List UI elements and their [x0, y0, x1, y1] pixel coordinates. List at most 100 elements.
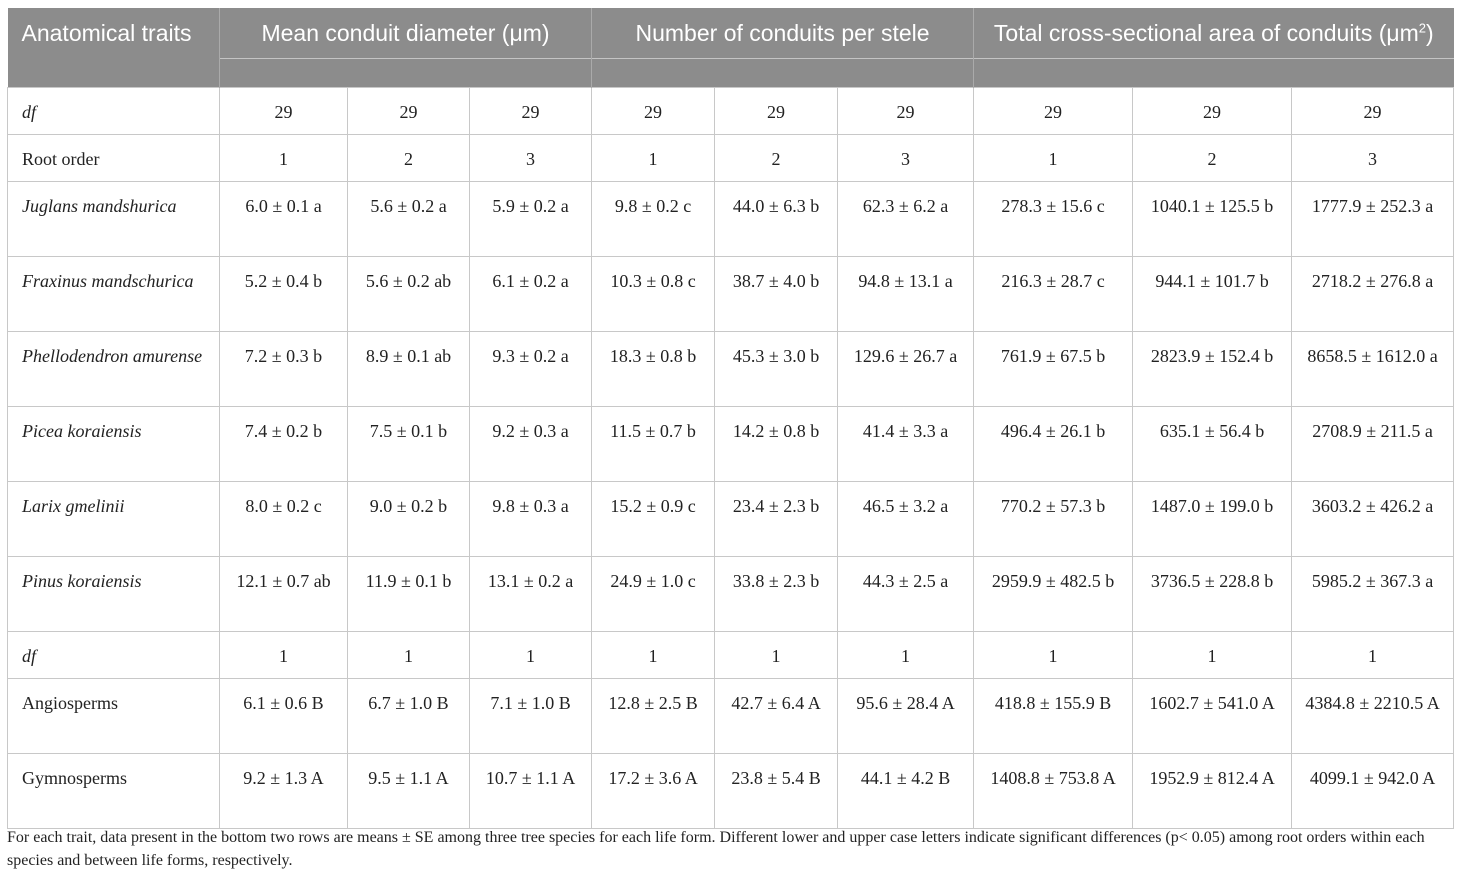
table-cell: 5985.2 ± 367.3 a	[1291, 556, 1455, 632]
table-cell: 7.1 ± 1.0 B	[468, 678, 593, 754]
table-cell: 29	[837, 87, 975, 135]
table-cell: 42.7 ± 6.4 A	[714, 678, 839, 754]
table-cell: 95.6 ± 28.4 A	[837, 678, 975, 754]
table-cell: 23.8 ± 5.4 B	[714, 753, 839, 829]
table-cell: 7.5 ± 0.1 b	[347, 406, 470, 482]
table-row: Phellodendron amurense 7.2 ± 0.3 b 8.9 ± 0…	[7, 331, 1455, 407]
table-cell: 8658.5 ± 1612.0 a	[1291, 331, 1455, 407]
table-cell: 18.3 ± 0.8 b	[591, 331, 716, 407]
table-cell: 3736.5 ± 228.8 b	[1132, 556, 1293, 632]
header-number-of-conduits: Number of conduits per stele	[591, 8, 974, 59]
table-cell: 29	[219, 87, 348, 135]
table-cell: 9.3 ± 0.2 a	[468, 331, 593, 407]
table-cell: 15.2 ± 0.9 c	[591, 481, 716, 557]
table-cell: 2708.9 ± 211.5 a	[1291, 406, 1455, 482]
table-row: Juglans mandshurica 6.0 ± 0.1 a 5.6 ± 0.2 …	[7, 181, 1455, 257]
table-cell: 6.1 ± 0.2 a	[468, 256, 593, 332]
table-cell: 761.9 ± 67.5 b	[973, 331, 1134, 407]
table-container: Anatomical traits Mean conduit diameter …	[7, 8, 1455, 829]
table-row: Picea koraiensis 7.4 ± 0.2 b 7.5 ± 0.1 b 9.…	[7, 406, 1455, 482]
row-label: Pinus koraiensis	[7, 556, 220, 632]
table-cell: 418.8 ± 155.9 B	[973, 678, 1134, 754]
table-cell: 1	[591, 631, 716, 679]
table-body: df 29 29 29 29 29 29 29 29 29 Root order 1 2 3 1 2 3 1 2 3 J…	[7, 87, 1455, 829]
table-cell: 38.7 ± 4.0 b	[714, 256, 839, 332]
table-cell: 11.5 ± 0.7 b	[591, 406, 716, 482]
header-subrow-group2	[591, 58, 974, 88]
header-total-cross-sectional-area: Total cross-sectional area of conduits (…	[973, 8, 1454, 59]
table-cell: 216.3 ± 28.7 c	[973, 256, 1134, 332]
table-cell: 8.0 ± 0.2 c	[219, 481, 348, 557]
header-subrow-group3	[973, 58, 1454, 88]
table-cell: 23.4 ± 2.3 b	[714, 481, 839, 557]
table-cell: 7.2 ± 0.3 b	[219, 331, 348, 407]
header-subrow-spacer	[7, 58, 220, 88]
table-cell: 9.8 ± 0.2 c	[591, 181, 716, 257]
table-cell: 9.2 ± 1.3 A	[219, 753, 348, 829]
table-cell: 6.1 ± 0.6 B	[219, 678, 348, 754]
table-row: Angiosperms 6.1 ± 0.6 B 6.7 ± 1.0 B 7.1 ± 1…	[7, 678, 1455, 754]
table-cell: 29	[1132, 87, 1293, 135]
table-cell: 3	[468, 134, 593, 182]
table-cell: 29	[714, 87, 839, 135]
table-cell: 4099.1 ± 942.0 A	[1291, 753, 1455, 829]
table-cell: 29	[973, 87, 1134, 135]
header-total-area-close: )	[1426, 19, 1434, 46]
anatomical-traits-table: Anatomical traits Mean conduit diameter …	[7, 8, 1455, 829]
table-cell: 5.6 ± 0.2 ab	[347, 256, 470, 332]
table-cell: 2	[1132, 134, 1293, 182]
header-mean-conduit-diameter: Mean conduit diameter (μm)	[218, 8, 592, 59]
table-cell: 44.1 ± 4.2 B	[837, 753, 975, 829]
table-cell: 33.8 ± 2.3 b	[714, 556, 839, 632]
table-cell: 45.3 ± 3.0 b	[714, 331, 839, 407]
table-cell: 10.7 ± 1.1 A	[468, 753, 593, 829]
header-anatomical-traits: Anatomical traits	[7, 8, 220, 59]
table-cell: 1952.9 ± 812.4 A	[1132, 753, 1293, 829]
table-cell: 770.2 ± 57.3 b	[973, 481, 1134, 557]
table-cell: 1	[714, 631, 839, 679]
table-cell: 1	[219, 631, 348, 679]
table-cell: 2	[714, 134, 839, 182]
table-cell: 3	[837, 134, 975, 182]
table-footnote: For each trait, data present in the bott…	[7, 829, 1425, 869]
table-row: Pinus koraiensis 12.1 ± 0.7 ab 11.9 ± 0.1 …	[7, 556, 1455, 632]
table-cell: 13.1 ± 0.2 a	[468, 556, 593, 632]
table-cell: 278.3 ± 15.6 c	[973, 181, 1134, 257]
table-cell: 1	[973, 631, 1134, 679]
table-cell: 62.3 ± 6.2 a	[837, 181, 975, 257]
table-cell: 44.0 ± 6.3 b	[714, 181, 839, 257]
table-cell: 9.8 ± 0.3 a	[468, 481, 593, 557]
table-cell: 12.8 ± 2.5 B	[591, 678, 716, 754]
table-cell: 24.9 ± 1.0 c	[591, 556, 716, 632]
table-cell: 1487.0 ± 199.0 b	[1132, 481, 1293, 557]
table-cell: 1602.7 ± 541.0 A	[1132, 678, 1293, 754]
table-cell: 14.2 ± 0.8 b	[714, 406, 839, 482]
table-cell: 1777.9 ± 252.3 a	[1291, 181, 1455, 257]
row-label: Gymnosperms	[7, 753, 220, 829]
table-cell: 41.4 ± 3.3 a	[837, 406, 975, 482]
table-cell: 2718.2 ± 276.8 a	[1291, 256, 1455, 332]
table-cell: 635.1 ± 56.4 b	[1132, 406, 1293, 482]
table-cell: 12.1 ± 0.7 ab	[219, 556, 348, 632]
table-cell: 1	[1132, 631, 1293, 679]
table-cell: 496.4 ± 26.1 b	[973, 406, 1134, 482]
table-cell: 3603.2 ± 426.2 a	[1291, 481, 1455, 557]
table-cell: 6.7 ± 1.0 B	[347, 678, 470, 754]
table-cell: 944.1 ± 101.7 b	[1132, 256, 1293, 332]
row-label: Root order	[7, 134, 220, 182]
row-label: df	[7, 87, 220, 135]
table-row: Root order 1 2 3 1 2 3 1 2 3	[7, 134, 1455, 182]
table-row: Gymnosperms 9.2 ± 1.3 A 9.5 ± 1.1 A 10.7 ± …	[7, 753, 1455, 829]
table-cell: 7.4 ± 0.2 b	[219, 406, 348, 482]
header-total-area-superscript: 2	[1418, 19, 1427, 35]
row-label: Picea koraiensis	[7, 406, 220, 482]
row-label: Angiosperms	[7, 678, 220, 754]
header-total-area-text: Total cross-sectional area of conduits (…	[993, 19, 1419, 46]
table-cell: 44.3 ± 2.5 a	[837, 556, 975, 632]
table-cell: 1	[1291, 631, 1455, 679]
table-cell: 1	[591, 134, 716, 182]
table-cell: 1	[347, 631, 470, 679]
table-cell: 29	[468, 87, 593, 135]
header-row: Anatomical traits Mean conduit diameter …	[7, 8, 1454, 59]
table-cell: 129.6 ± 26.7 a	[837, 331, 975, 407]
